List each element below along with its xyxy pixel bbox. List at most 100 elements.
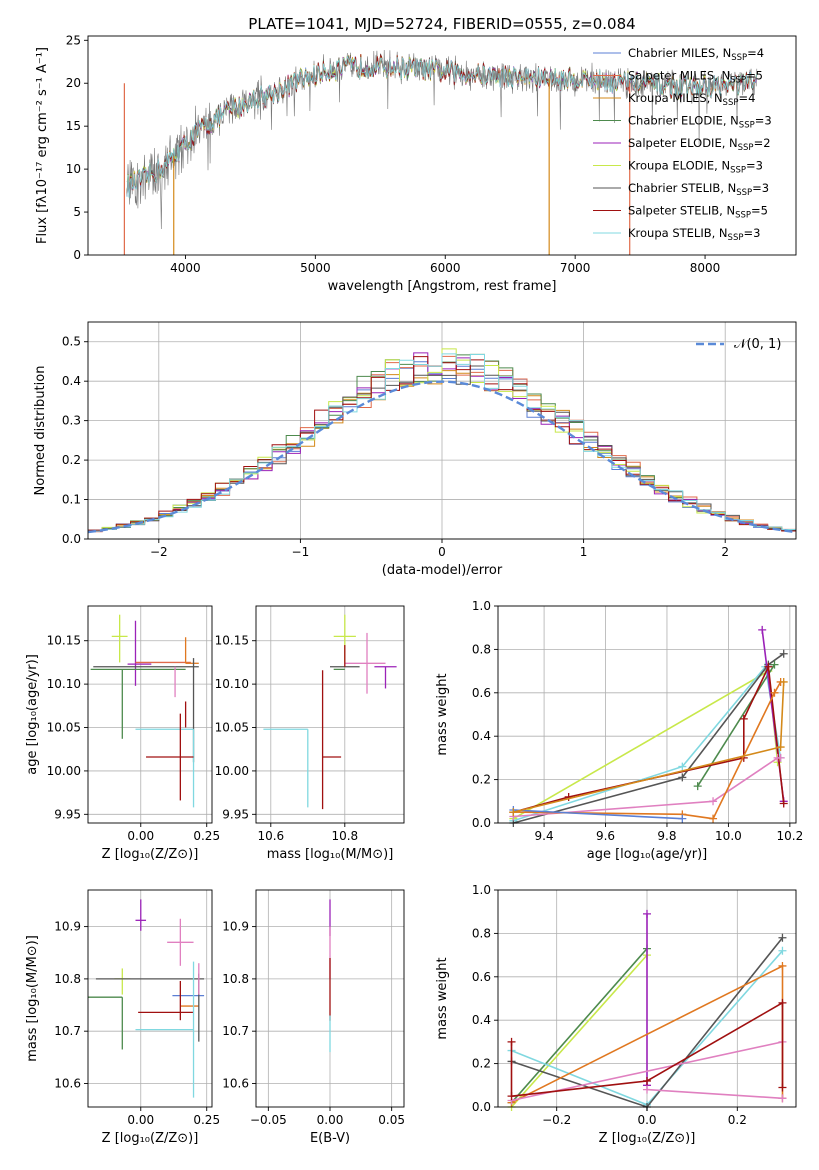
y-tick-label: 10.05 — [215, 721, 249, 735]
legend-entry: Kroupa ELODIE, NSSP=3 — [628, 159, 763, 176]
axes-frame — [255, 605, 405, 824]
x-tick-label: 9.6 — [596, 829, 615, 843]
y-tick-label: 0.4 — [472, 729, 491, 743]
y-tick-label: 0.4 — [472, 1013, 491, 1027]
y-tick-label: 10.7 — [222, 1024, 249, 1038]
weight-marker — [678, 762, 687, 771]
x-tick-label: 0.00 — [127, 1113, 154, 1127]
y-tick-label: 0.1 — [62, 493, 81, 507]
frame-mass_vs_ebv: −0.05 0.00 0.05 10.6 10.7 10.8 10.9 E(B-V) — [222, 889, 405, 1146]
x-tick-label: 7000 — [560, 261, 591, 275]
weight-marker — [778, 933, 787, 942]
frame-mass_vs_Z: 0.00 0.25 10.6 10.7 10.8 10.9 Z [log₁₀(Z/Z⊙)] m… — [25, 889, 220, 1146]
x-axis-label: Z [log₁₀(Z/Z⊙)] — [102, 847, 199, 862]
legend-entry: Chabrier MILES, NSSP=4 — [628, 46, 764, 63]
weight-marker — [507, 1037, 516, 1046]
axes-weight_vs_age — [498, 605, 796, 824]
x-tick-label: 10.6 — [257, 829, 284, 843]
weight-marker — [509, 808, 518, 817]
y-tick-label: 0.2 — [472, 773, 491, 787]
weight-line — [513, 809, 683, 820]
errorbars-age_vs_Z — [90, 614, 199, 808]
weight-marker — [779, 677, 788, 686]
weight-marker — [778, 1083, 787, 1092]
errorbars-age_vs_mass — [263, 614, 397, 810]
axes-frame — [87, 35, 797, 256]
x-axis-label: Z [log₁₀(Z/Z⊙)] — [102, 1131, 199, 1146]
y-axis-label: Flux [fλ10⁻¹⁷ erg cm⁻² s⁻¹ A⁻¹] — [35, 47, 50, 244]
x-axis-label: mass [log₁₀(M/M⊙)] — [267, 847, 394, 862]
weight-marker — [643, 1076, 651, 1085]
x-tick-label: 0.00 — [127, 829, 154, 843]
y-tick-label: 10.05 — [47, 721, 81, 735]
y-tick-label: 0.0 — [472, 816, 491, 830]
y-tick-label: 0.8 — [472, 642, 491, 656]
y-tick-label: 0.5 — [62, 335, 81, 349]
x-tick-label: 0.25 — [193, 829, 220, 843]
x-tick-label: 0 — [438, 545, 446, 559]
x-tick-label: −2 — [150, 545, 168, 559]
x-tick-label: 9.4 — [535, 829, 554, 843]
weight-line — [513, 681, 782, 820]
weight-marker — [778, 961, 787, 970]
weight-marker — [709, 814, 718, 823]
weight-line — [510, 948, 648, 1104]
weight-marker — [709, 797, 718, 806]
x-tick-label: 0.25 — [193, 1113, 220, 1127]
y-tick-label: 0.2 — [472, 1057, 491, 1071]
x-axis-label: wavelength [Angstrom, rest frame] — [328, 279, 557, 294]
weight-line — [513, 663, 785, 813]
weight-marker — [678, 773, 687, 782]
y-axis-label: mass weight — [435, 673, 450, 755]
model-spectrum — [126, 55, 758, 198]
y-tick-label: 10.15 — [47, 634, 81, 648]
y-tick-label: 0.2 — [62, 453, 81, 467]
y-tick-label: 10.10 — [47, 677, 81, 691]
y-tick-label: 10.8 — [54, 972, 81, 986]
y-axis-label: age [log₁₀(age/yr)] — [25, 654, 40, 775]
y-tick-label: 0 — [73, 248, 81, 262]
x-tick-label: 4000 — [170, 261, 201, 275]
y-tick-label: 0.6 — [472, 686, 491, 700]
x-tick-label: −0.05 — [250, 1113, 287, 1127]
y-tick-label: 10 — [66, 162, 81, 176]
y-tick-label: 10.7 — [54, 1024, 81, 1038]
weight-line — [513, 664, 782, 822]
weight-marker — [758, 625, 767, 634]
plot-layer: 4000 5000 6000 7000 80000510152025wavelength… — [25, 33, 803, 1146]
axes-frame — [87, 889, 213, 1108]
weight-marker — [770, 688, 779, 697]
frame-age_vs_mass: 10.6 10.8 9.95 10.00 10.05 10.10 10.15 mass [lo… — [215, 605, 405, 862]
weight-marker — [778, 1094, 787, 1103]
y-tick-label: 1.0 — [472, 883, 491, 897]
frame-weight_vs_age: 9.4 9.6 9.8 10.0 10.2 0.0 0.2 0.4 0.6 0.8 1.0 age [… — [435, 599, 803, 862]
legend-entry: Chabrier ELODIE, NSSP=3 — [628, 114, 772, 131]
weight-marker — [643, 1085, 651, 1094]
frame-spectrum: 4000 5000 6000 7000 8000 0 5 10 15 20 25 wavelength… — [35, 33, 797, 294]
histogram-step — [88, 353, 796, 532]
legend-entry: Salpeter MILES, NSSP=5 — [628, 69, 763, 86]
y-tick-label: 10.9 — [54, 920, 81, 934]
axes-frame — [87, 605, 213, 824]
x-axis-label: age [log₁₀(age/yr)] — [587, 847, 708, 862]
x-tick-label: 5000 — [300, 261, 331, 275]
axes-frame — [497, 605, 797, 824]
weight-line — [510, 954, 648, 1108]
legend-entry: Kroupa STELIB, NSSP=3 — [628, 226, 760, 243]
y-axis-label: mass [log₁₀(M/M⊙)] — [25, 935, 40, 1062]
histograms — [87, 348, 797, 534]
lines-weight_vs_age — [509, 625, 788, 827]
x-tick-label: 0.0 — [637, 1113, 656, 1127]
y-axis-label: mass weight — [435, 957, 450, 1039]
weight-marker — [643, 909, 651, 918]
x-tick-label: 8000 — [690, 261, 721, 275]
weight-marker — [739, 714, 748, 723]
x-axis-label: (data-model)/error — [382, 563, 503, 578]
weight-marker — [776, 743, 785, 752]
frame-weight_vs_Z: −0.2 0.0 0.2 0.0 0.2 0.4 0.6 0.8 1.0 Z [log₁₀(Z/Z… — [435, 883, 797, 1146]
y-tick-label: 1.0 — [472, 599, 491, 613]
weight-marker — [776, 753, 785, 762]
lines-weight_vs_Z — [507, 909, 787, 1111]
weight-marker — [779, 649, 788, 658]
x-tick-label: −0.2 — [542, 1113, 571, 1127]
